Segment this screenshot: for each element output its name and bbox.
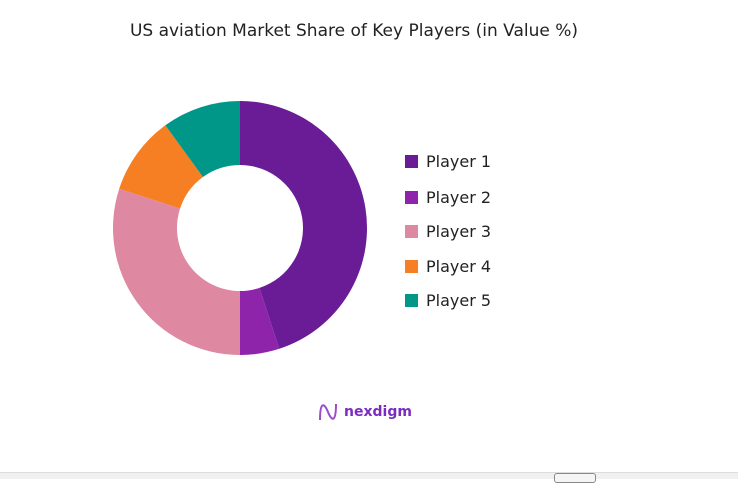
nexdigm-logo: nexdigm (318, 402, 412, 422)
nexdigm-wave-icon (319, 403, 337, 421)
legend-swatch (405, 260, 418, 273)
slice-player-2 (240, 287, 280, 355)
logo-text: nexdigm (344, 404, 412, 420)
slice-player-1 (240, 101, 368, 349)
legend-label: Player 4 (426, 257, 492, 276)
chart-title: US aviation Market Share of Key Players … (129, 21, 579, 41)
legend-item: Player 1 (405, 152, 491, 171)
slice-player-3 (112, 188, 240, 355)
legend-label: Player 2 (426, 188, 492, 207)
scroll-thumb[interactable] (554, 473, 596, 483)
legend-item: Player 4 (405, 257, 491, 276)
legend-item: Player 5 (405, 291, 491, 310)
slice-player-5 (165, 101, 240, 178)
legend-item: Player 3 (405, 222, 491, 241)
legend-label: Player 5 (426, 291, 492, 310)
legend-swatch (405, 155, 418, 168)
bottom-scrollbar[interactable] (0, 472, 738, 479)
legend-label: Player 1 (426, 152, 492, 171)
legend-swatch (405, 225, 418, 238)
legend-item: Player 2 (405, 188, 491, 207)
slice-player-4 (119, 125, 203, 209)
legend-label: Player 3 (426, 222, 492, 241)
legend-swatch (405, 294, 418, 307)
legend-swatch (405, 191, 418, 204)
